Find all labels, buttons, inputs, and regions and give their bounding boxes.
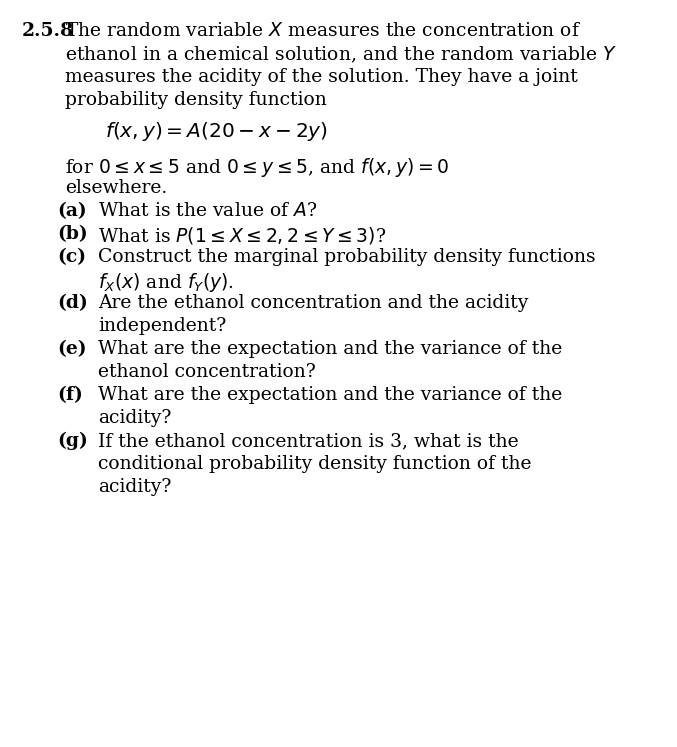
- Text: Construct the marginal probability density functions: Construct the marginal probability densi…: [98, 248, 596, 266]
- Text: $f_X(x)$ and $f_Y(y)$.: $f_X(x)$ and $f_Y(y)$.: [98, 271, 234, 294]
- Text: (e): (e): [57, 340, 87, 358]
- Text: Are the ethanol concentration and the acidity: Are the ethanol concentration and the ac…: [98, 294, 528, 312]
- Text: 2.5.8: 2.5.8: [22, 22, 74, 40]
- Text: measures the acidity of the solution. They have a joint: measures the acidity of the solution. Th…: [65, 68, 577, 86]
- Text: conditional probability density function of the: conditional probability density function…: [98, 455, 531, 473]
- Text: (g): (g): [57, 432, 88, 450]
- Text: (d): (d): [57, 294, 88, 312]
- Text: $f(x, y) = A(20 - x - 2y)$: $f(x, y) = A(20 - x - 2y)$: [105, 120, 328, 143]
- Text: (f): (f): [57, 386, 83, 404]
- Text: ethanol in a chemical solution, and the random variable $Y$: ethanol in a chemical solution, and the …: [65, 45, 617, 65]
- Text: (a): (a): [57, 202, 87, 220]
- Text: acidity?: acidity?: [98, 478, 171, 496]
- Text: What are the expectation and the variance of the: What are the expectation and the varianc…: [98, 340, 563, 358]
- Text: acidity?: acidity?: [98, 409, 171, 427]
- Text: (b): (b): [57, 225, 87, 243]
- Text: ethanol concentration?: ethanol concentration?: [98, 363, 315, 381]
- Text: If the ethanol concentration is 3, what is the: If the ethanol concentration is 3, what …: [98, 432, 519, 450]
- Text: elsewhere.: elsewhere.: [65, 179, 167, 197]
- Text: independent?: independent?: [98, 317, 226, 335]
- Text: What are the expectation and the variance of the: What are the expectation and the varianc…: [98, 386, 563, 404]
- Text: The random variable $X$ measures the concentration of: The random variable $X$ measures the con…: [65, 22, 581, 40]
- Text: probability density function: probability density function: [65, 91, 327, 109]
- Text: for $0 \leq x \leq 5$ and $0 \leq y \leq 5$, and $f(x, y) = 0$: for $0 \leq x \leq 5$ and $0 \leq y \leq…: [65, 156, 449, 179]
- Text: (c): (c): [57, 248, 86, 266]
- Text: What is the value of $A$?: What is the value of $A$?: [98, 202, 318, 220]
- Text: What is $P(1 \leq X \leq 2, 2 \leq Y \leq 3)$?: What is $P(1 \leq X \leq 2, 2 \leq Y \le…: [98, 225, 387, 246]
